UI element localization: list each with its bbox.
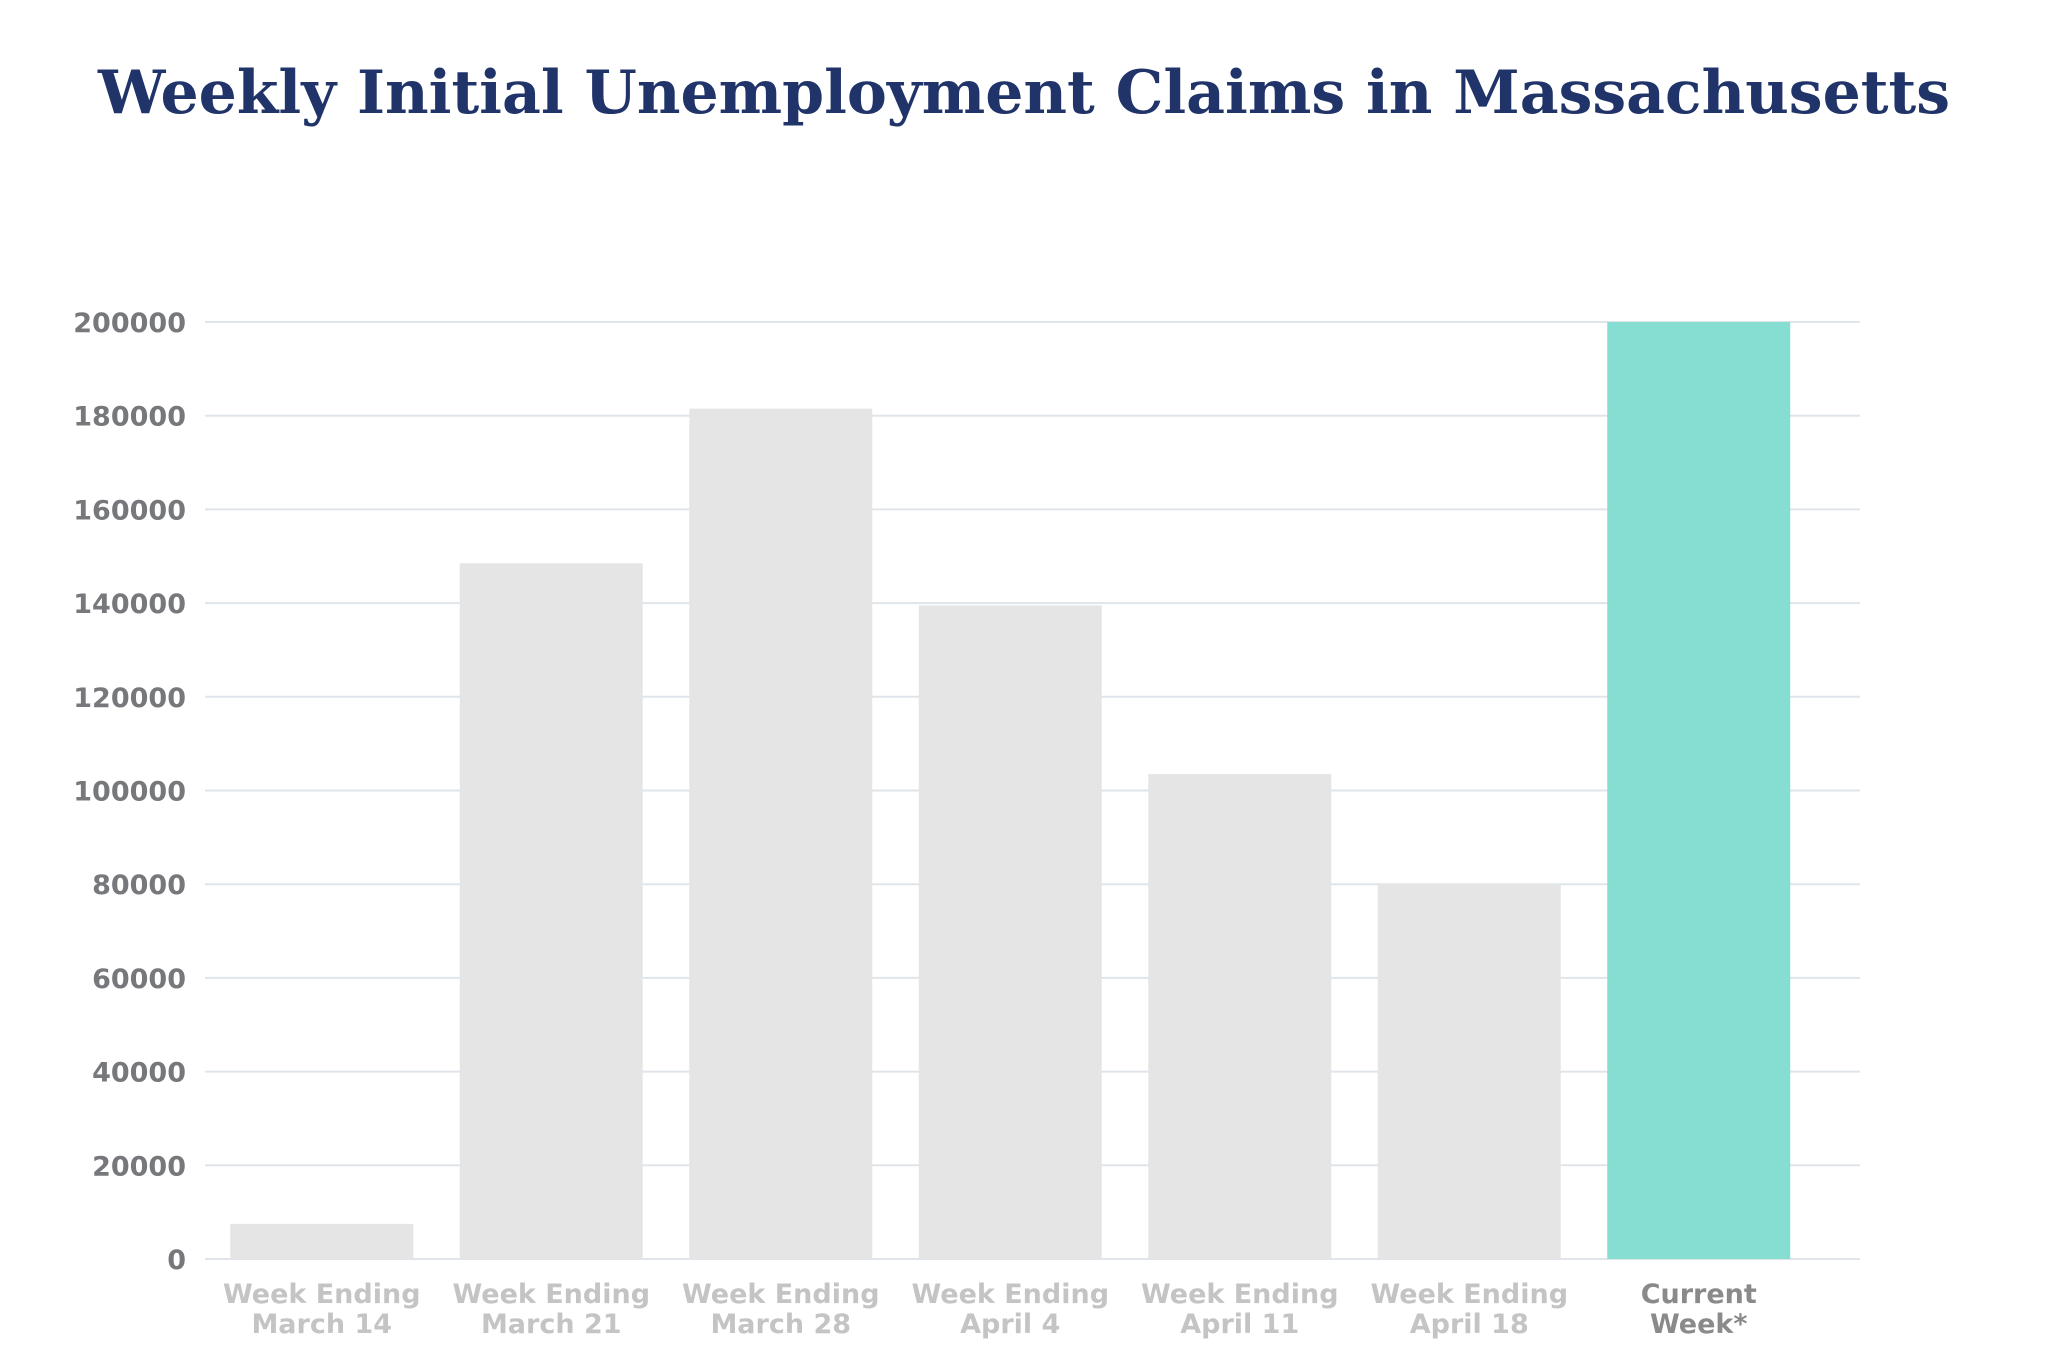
y-tick-label-5: 100000: [73, 777, 186, 808]
bars: [230, 322, 1791, 1259]
y-tick-label-10: 200000: [73, 308, 186, 339]
bar-0: [230, 1223, 414, 1259]
x-category-label-4-line-1: April 11: [1180, 1309, 1299, 1340]
bar-3: [918, 605, 1102, 1259]
x-category-label-3-line-0: Week Ending: [911, 1279, 1109, 1310]
y-tick-label-1: 20000: [92, 1151, 186, 1182]
x-category-label-3-line-1: April 4: [960, 1309, 1060, 1340]
x-category-label-6: Current Week*: [1641, 1279, 1757, 1340]
x-category-label-5-line-1: April 18: [1410, 1309, 1529, 1340]
x-category-label-2-line-0: Week Ending: [682, 1279, 880, 1310]
bar-6: [1607, 322, 1791, 1259]
x-category-label-1-line-0: Week Ending: [452, 1279, 650, 1310]
y-tick-label-4: 80000: [92, 870, 186, 901]
y-tick-label-2: 40000: [92, 1058, 186, 1089]
x-category-label-2-line-1: March 28: [710, 1309, 851, 1340]
x-category-label-6-line-1: Week*: [1650, 1309, 1748, 1340]
x-category-label-5-line-0: Week Ending: [1370, 1279, 1568, 1310]
chart-title: Weekly Initial Unemployment Claims in Ma…: [98, 58, 1950, 128]
x-category-label-5: Week Ending April 18: [1370, 1279, 1568, 1340]
x-category-label-4-line-0: Week Ending: [1141, 1279, 1339, 1310]
y-tick-label-3: 60000: [92, 964, 186, 995]
x-category-label-1: Week Ending March 21: [452, 1279, 650, 1340]
x-category-label-0-line-0: Week Ending: [223, 1279, 421, 1310]
y-axis-tick-labels: 0 20000 40000 60000 80000 100000 120000 140000 1…: [73, 308, 186, 1276]
x-category-label-3: Week Ending April 4: [911, 1279, 1109, 1340]
x-category-label-2: Week Ending March 28: [682, 1279, 880, 1340]
bar-5: [1377, 884, 1561, 1259]
x-category-label-6-line-0: Current: [1641, 1279, 1757, 1310]
x-category-label-4: Week Ending April 11: [1141, 1279, 1339, 1340]
x-category-label-1-line-1: March 21: [481, 1309, 622, 1340]
x-category-label-0-line-1: March 14: [251, 1309, 392, 1340]
bar-1: [459, 563, 643, 1259]
bar-4: [1148, 774, 1332, 1259]
bar-2: [689, 408, 873, 1259]
y-tick-label-6: 120000: [73, 683, 186, 714]
y-tick-label-7: 140000: [73, 589, 186, 620]
y-tick-label-8: 160000: [73, 495, 186, 526]
x-category-label-0: Week Ending March 14: [223, 1279, 421, 1340]
y-tick-label-0: 0: [167, 1245, 186, 1276]
y-tick-label-9: 180000: [73, 402, 186, 433]
